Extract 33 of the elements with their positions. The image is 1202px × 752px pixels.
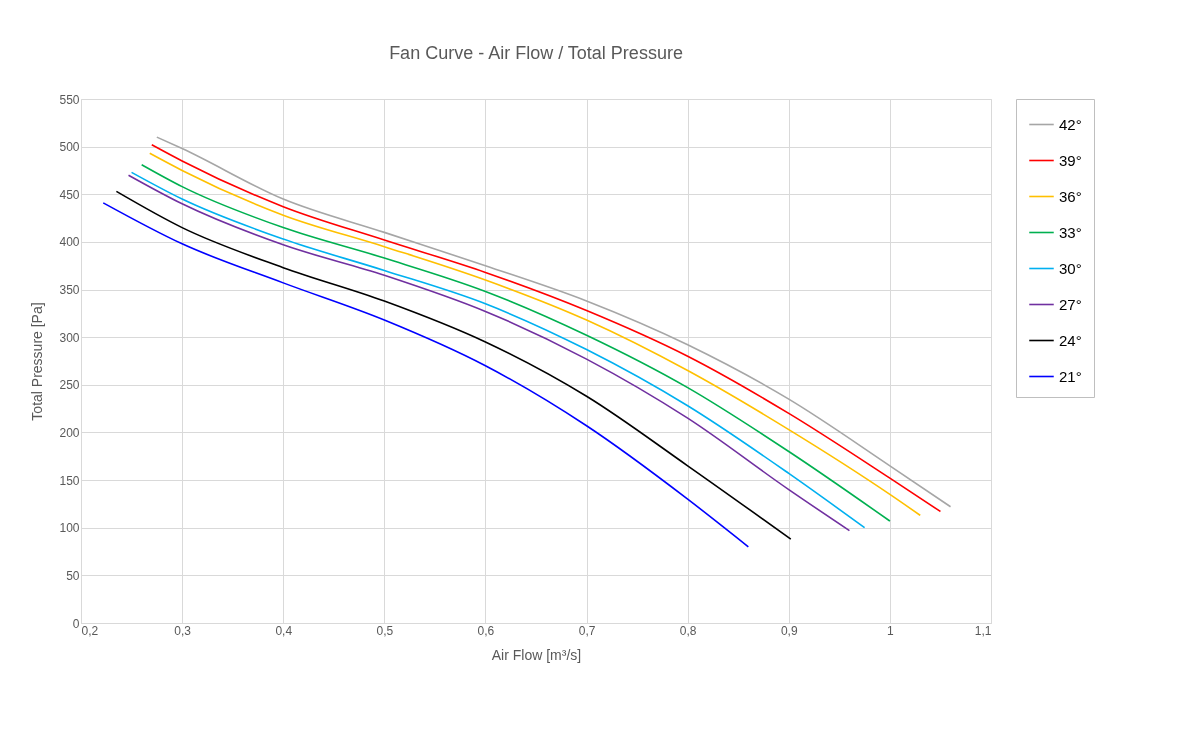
y-axis-title: Total Pressure [Pa] — [29, 302, 46, 421]
chart-title: Fan Curve - Air Flow / Total Pressure — [389, 43, 683, 63]
y-tick-label: 550 — [59, 92, 80, 107]
x-tick-label: 0,8 — [679, 623, 697, 638]
y-tick-label: 450 — [59, 187, 80, 202]
legend-label: 21° — [1059, 367, 1082, 385]
x-tick-label: 0,2 — [81, 623, 99, 638]
legend-label: 30° — [1059, 259, 1082, 277]
y-tick-label: 0 — [72, 616, 80, 631]
y-tick-label: 150 — [59, 473, 80, 488]
y-tick-label: 500 — [59, 140, 80, 155]
legend-label: 42° — [1059, 115, 1082, 133]
y-tick-label: 400 — [59, 235, 80, 250]
x-tick-label: 0,3 — [174, 623, 192, 638]
x-tick-label: 0,7 — [578, 623, 596, 638]
x-tick-label: 0,5 — [376, 623, 394, 638]
x-tick-label: 0,6 — [477, 623, 495, 638]
legend-label: 27° — [1059, 295, 1082, 313]
y-tick-label: 200 — [59, 425, 80, 440]
legend-label: 24° — [1059, 331, 1082, 349]
y-tick-label: 250 — [59, 378, 80, 393]
y-tick-label: 50 — [66, 568, 80, 583]
legend-label: 39° — [1059, 151, 1082, 169]
legend-label: 36° — [1059, 187, 1082, 205]
x-tick-label: 1 — [887, 623, 895, 638]
x-tick-label: 1,1 — [974, 623, 992, 638]
x-tick-label: 0,4 — [275, 623, 293, 638]
y-tick-label: 100 — [59, 521, 80, 536]
x-tick-label: 0,9 — [780, 623, 798, 638]
y-tick-label: 350 — [59, 283, 80, 298]
y-tick-label: 300 — [59, 330, 80, 345]
legend-label: 33° — [1059, 223, 1082, 241]
x-axis-title: Air Flow [m³/s] — [491, 646, 582, 663]
